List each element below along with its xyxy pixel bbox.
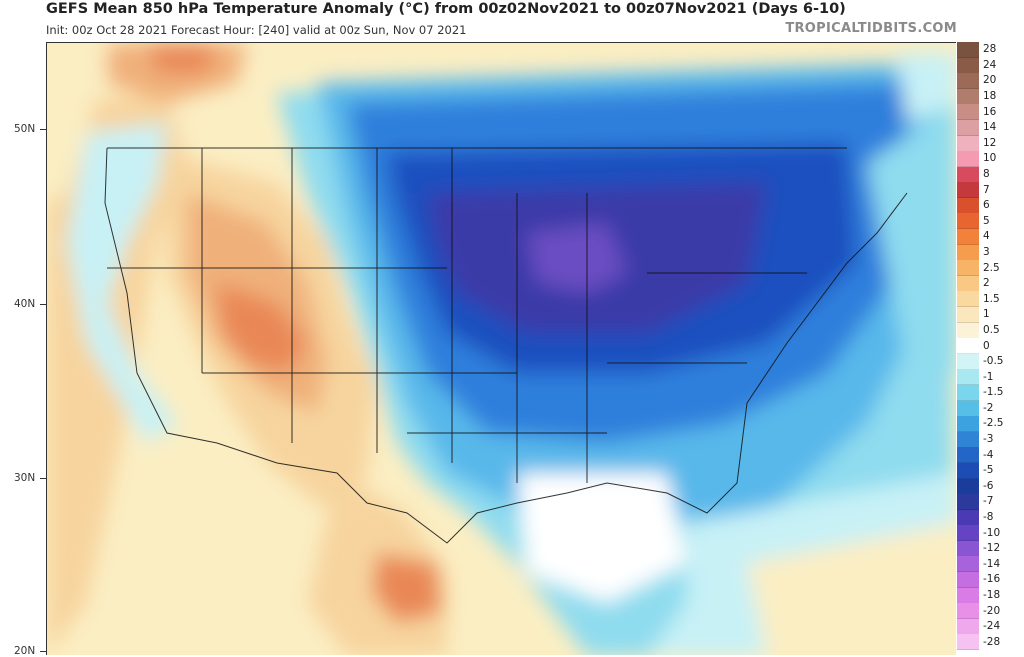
colorbar-label: 28	[983, 43, 997, 56]
colorbar-swatch	[957, 213, 979, 230]
colorbar-label: 16	[983, 105, 997, 118]
colorbar-swatch	[957, 400, 979, 417]
colorbar-label: -2.5	[983, 417, 1004, 430]
colorbar-swatch	[957, 88, 979, 105]
colorbar-swatch	[957, 634, 979, 651]
colorbar-label: -8	[983, 510, 994, 523]
brand-watermark: TROPICALTIDBITS.COM	[785, 21, 957, 36]
colorbar-label: -6	[983, 479, 994, 492]
borders-overlay	[104, 147, 908, 544]
colorbar-swatch	[957, 478, 979, 495]
colorbar-swatch	[957, 525, 979, 542]
colorbar-label: -3	[983, 433, 994, 446]
colorbar-label: 1.5	[983, 292, 1000, 305]
colorbar-label: -10	[983, 526, 1001, 539]
colorbar-label: 24	[983, 58, 997, 71]
colorbar-swatch	[957, 197, 979, 214]
colorbar-label: 18	[983, 90, 997, 103]
colorbar-label: 3	[983, 245, 990, 258]
colorbar-swatch	[957, 322, 979, 339]
colorbar-label: -1	[983, 370, 994, 383]
colorbar-label: -5	[983, 464, 994, 477]
map-title: GEFS Mean 850 hPa Temperature Anomaly (°…	[46, 1, 846, 17]
colorbar-label: -16	[983, 573, 1001, 586]
colorbar-label: -2	[983, 401, 994, 414]
colorbar-label: 12	[983, 136, 997, 149]
colorbar-swatch	[957, 572, 979, 589]
colorbar-swatch	[957, 369, 979, 386]
colorbar-label: -18	[983, 588, 1001, 601]
lat-tick-50n	[40, 129, 46, 130]
colorbar-swatch	[957, 104, 979, 121]
colorbar-swatch	[957, 603, 979, 620]
colorbar-swatch	[957, 556, 979, 573]
colorbar-swatch	[957, 618, 979, 635]
colorbar-swatch	[957, 244, 979, 261]
colorbar-swatch	[957, 260, 979, 277]
lat-label-40n: 40N	[14, 298, 36, 310]
colorbar-label: 14	[983, 121, 997, 134]
colorbar-label: -24	[983, 620, 1001, 633]
colorbar-swatch	[957, 509, 979, 526]
lat-tick-20n	[40, 651, 46, 652]
lat-label-50n: 50N	[14, 123, 36, 135]
lat-label-20n: 20N	[14, 645, 36, 657]
colorbar-swatch	[957, 540, 979, 557]
colorbar-label: -7	[983, 495, 994, 508]
colorbar-label: 2.5	[983, 261, 1000, 274]
colorbar-swatch	[957, 275, 979, 292]
colorbar-swatch	[957, 587, 979, 604]
colorbar-label: 4	[983, 230, 990, 243]
colorbar-label: -0.5	[983, 355, 1004, 368]
colorbar-label: -1.5	[983, 386, 1004, 399]
colorbar-swatch	[957, 57, 979, 74]
colorbar-label: 5	[983, 214, 990, 227]
colorbar-swatch	[957, 291, 979, 308]
colorbar-swatch	[957, 42, 979, 58]
colorbar-label: -20	[983, 604, 1001, 617]
colorbar-swatch	[957, 73, 979, 90]
colorbar-swatch	[957, 229, 979, 246]
colorbar-swatch	[957, 307, 979, 324]
colorbar-swatch	[957, 447, 979, 464]
lat-tick-30n	[40, 478, 46, 479]
colorbar-swatch	[957, 135, 979, 152]
colorbar-swatch	[957, 338, 979, 355]
colorbar-swatch	[957, 182, 979, 199]
map-subtitle: Init: 00z Oct 28 2021 Forecast Hour: [24…	[46, 23, 467, 37]
colorbar-label: -14	[983, 557, 1001, 570]
colorbar-label: -28	[983, 635, 1001, 648]
lat-tick-40n	[40, 304, 46, 305]
colorbar-swatch	[957, 166, 979, 183]
colorbar-label: -4	[983, 448, 994, 461]
colorbar-swatch	[957, 151, 979, 168]
colorbar-label: 0.5	[983, 323, 1000, 336]
colorbar-label: 6	[983, 199, 990, 212]
colorbar-label: 8	[983, 168, 990, 180]
temperature-anomaly-map	[46, 42, 956, 655]
colorbar-swatch	[957, 353, 979, 370]
colorbar-label: 1	[983, 308, 990, 321]
colorbar-label: 20	[983, 74, 997, 87]
colorbar-swatch	[957, 494, 979, 511]
colorbar-label: 7	[983, 183, 990, 196]
lat-label-30n: 30N	[14, 472, 36, 484]
colorbar-label: 10	[983, 152, 997, 165]
colorbar-swatch	[957, 384, 979, 401]
colorbar-swatch	[957, 119, 979, 136]
colorbar-swatch	[957, 431, 979, 448]
colorbar-swatch	[957, 462, 979, 479]
colorbar-label: -12	[983, 542, 1001, 555]
colorbar-label: 0	[983, 339, 990, 352]
map-header: GEFS Mean 850 hPa Temperature Anomaly (°…	[0, 0, 1024, 42]
colorbar-label: 2	[983, 277, 990, 290]
colorbar-swatch	[957, 416, 979, 433]
